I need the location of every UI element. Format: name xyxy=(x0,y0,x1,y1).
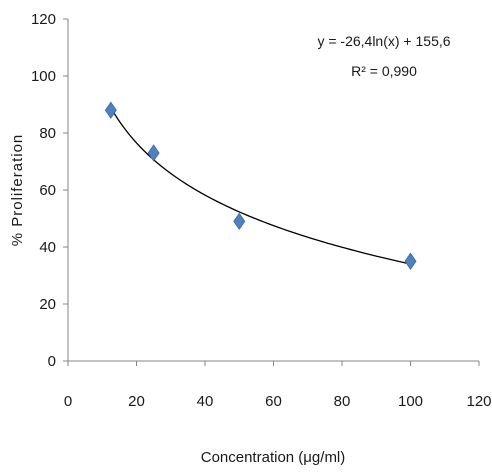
x-tick-label: 100 xyxy=(398,393,423,410)
x-tick-label: 20 xyxy=(128,393,145,410)
data-markers xyxy=(104,101,417,270)
data-point xyxy=(233,212,246,231)
x-tick-label: 0 xyxy=(64,393,72,410)
x-tick-label: 60 xyxy=(265,393,282,410)
y-tick-label: 120 xyxy=(31,11,56,28)
y-axis-title: % Proliferation xyxy=(9,134,26,247)
trendline xyxy=(110,107,411,265)
x-axis-title: Concentration (μg/ml) xyxy=(201,449,346,466)
y-tick-label: 80 xyxy=(39,125,56,142)
data-point xyxy=(404,252,417,270)
y-tick-labels: 0 20 40 60 80 100 120 xyxy=(31,11,56,370)
data-point xyxy=(147,144,160,162)
data-point xyxy=(104,101,117,119)
x-tick-labels: 0 20 40 60 80 100 120 xyxy=(64,393,492,410)
trendline-equation: y = -26,4ln(x) + 155,6 xyxy=(317,33,450,49)
x-tick-label: 80 xyxy=(334,393,351,410)
y-tick-label: 60 xyxy=(39,182,56,199)
y-tick-label: 20 xyxy=(39,296,56,313)
axes xyxy=(63,18,480,366)
x-tick-label: 120 xyxy=(466,393,491,410)
y-tick-label: 0 xyxy=(48,353,56,370)
r-squared-label: R² = 0,990 xyxy=(351,63,417,79)
y-tick-label: 40 xyxy=(39,239,56,256)
x-tick-label: 40 xyxy=(197,393,214,410)
y-tick-label: 100 xyxy=(31,68,56,85)
